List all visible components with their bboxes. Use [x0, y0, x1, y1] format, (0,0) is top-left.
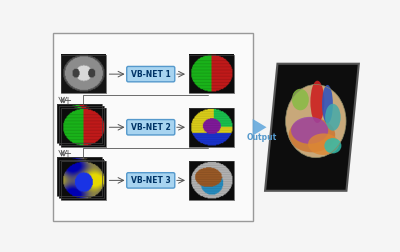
Text: VB-NET 1: VB-NET 1 [131, 70, 171, 79]
Bar [189, 161, 234, 200]
Bar [53, 33, 253, 221]
FancyBboxPatch shape [127, 67, 175, 82]
Text: +: + [63, 149, 71, 159]
Bar [61, 55, 106, 93]
Bar [189, 108, 234, 146]
Ellipse shape [310, 81, 324, 123]
Text: +: + [63, 96, 71, 106]
Ellipse shape [292, 89, 309, 110]
Bar [61, 161, 106, 200]
FancyArrowPatch shape [253, 119, 266, 136]
Ellipse shape [325, 104, 341, 131]
Polygon shape [265, 64, 359, 191]
Text: Output: Output [246, 133, 277, 142]
Ellipse shape [289, 118, 335, 152]
Ellipse shape [291, 117, 328, 144]
Bar [59, 160, 104, 198]
Ellipse shape [324, 138, 341, 153]
Bar [57, 157, 102, 196]
Bar [57, 104, 102, 143]
Bar [61, 108, 106, 146]
Bar [189, 55, 234, 93]
Ellipse shape [322, 85, 333, 123]
FancyBboxPatch shape [127, 173, 175, 188]
Bar [59, 107, 104, 145]
Ellipse shape [286, 84, 346, 158]
Ellipse shape [308, 133, 339, 155]
Text: VB-NET 3: VB-NET 3 [131, 176, 171, 185]
FancyBboxPatch shape [127, 119, 175, 135]
Text: VB-NET 2: VB-NET 2 [131, 123, 171, 132]
